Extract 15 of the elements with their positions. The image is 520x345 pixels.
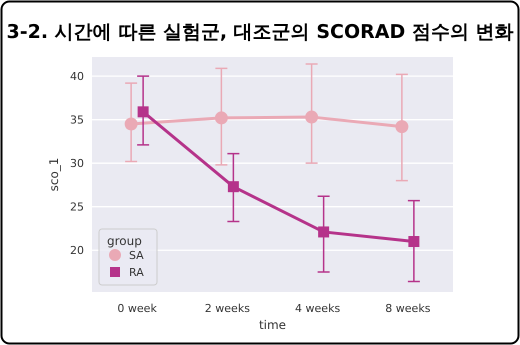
x-axis-title: time (258, 318, 286, 332)
y-tick-label: 40 (70, 70, 84, 84)
y-tick-label: 35 (70, 114, 84, 127)
x-tick-label: 8 weeks (385, 302, 431, 315)
x-tick-label: 2 weeks (204, 302, 250, 315)
legend-label: RA (129, 266, 144, 279)
y-axis-title: sco_1 (47, 158, 61, 192)
legend-title: group (107, 234, 142, 248)
y-tick-label: 25 (70, 200, 84, 214)
chart-title: 3-2. 시간에 따른 실험군, 대조군의 SCORAD 점수의 변화 (6, 21, 514, 43)
legend-label: SA (129, 249, 144, 262)
y-tick-label: 20 (70, 244, 84, 258)
y-tick-label: 30 (70, 157, 84, 170)
x-tick-label: 4 weeks (295, 302, 340, 315)
x-tick-label: 0 week (117, 302, 158, 315)
